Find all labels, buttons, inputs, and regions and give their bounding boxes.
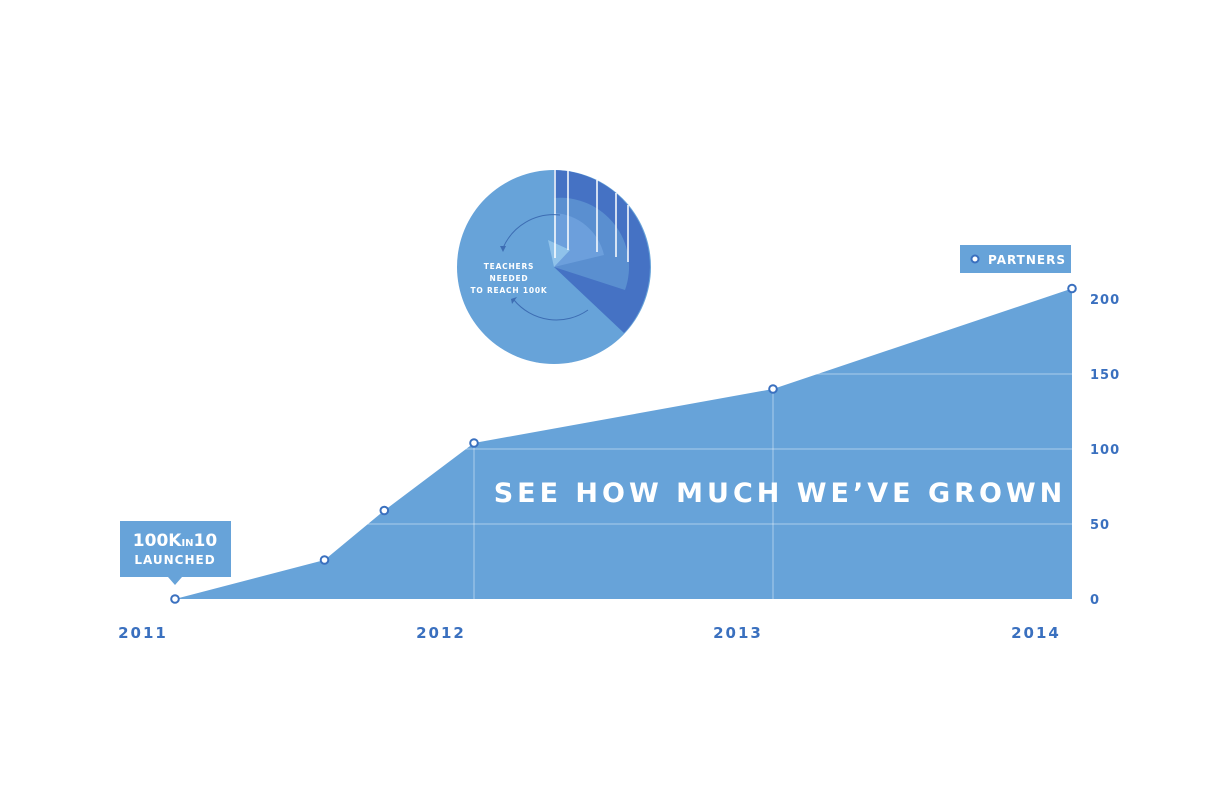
y-tick-150: 150 bbox=[1090, 368, 1120, 383]
pie-label-line-2: NEEDED bbox=[490, 274, 529, 283]
pie-label-line-1: TEACHERS bbox=[484, 262, 535, 271]
legend-marker bbox=[970, 254, 980, 264]
data-point-3 bbox=[469, 438, 479, 448]
partners-area bbox=[175, 288, 1072, 599]
gridlines bbox=[175, 373, 1085, 599]
legend-label: PARTNERS bbox=[988, 253, 1066, 267]
launch-callout-subtitle: LAUNCHED bbox=[134, 553, 215, 567]
pie-arrowhead-upper bbox=[500, 246, 506, 252]
x-tick-2013: 2013 bbox=[713, 624, 763, 642]
pie-rays bbox=[554, 170, 629, 262]
pie-label-line-3: TO REACH 100K bbox=[470, 286, 547, 295]
chart-title: SEE HOW MUCH WE’VE GROWN bbox=[494, 478, 1067, 509]
launch-title-small: IN bbox=[181, 538, 193, 549]
y-tick-100: 100 bbox=[1090, 443, 1120, 458]
launch-title-end: 10 bbox=[194, 531, 218, 551]
data-point-1 bbox=[319, 555, 330, 565]
launch-callout-pointer bbox=[168, 577, 182, 585]
data-points bbox=[170, 283, 1077, 604]
x-axis-ticks: 2011 2012 2013 2014 bbox=[118, 624, 1061, 642]
x-tick-2014: 2014 bbox=[1011, 624, 1061, 642]
launch-callout: 100KIN10 LAUNCHED bbox=[120, 521, 231, 585]
plot-area bbox=[170, 283, 1085, 604]
legend: PARTNERS bbox=[960, 245, 1071, 273]
pie-wedge-pale bbox=[548, 240, 570, 267]
launch-callout-title: 100KIN10 bbox=[133, 531, 218, 551]
x-tick-2011: 2011 bbox=[118, 624, 168, 642]
y-tick-200: 200 bbox=[1090, 293, 1120, 308]
launch-title-big: 100K bbox=[133, 531, 182, 551]
x-tick-2012: 2012 bbox=[416, 624, 466, 642]
launch-callout-box bbox=[120, 521, 231, 577]
data-point-4 bbox=[768, 384, 778, 394]
y-tick-50: 50 bbox=[1090, 518, 1110, 533]
data-point-2 bbox=[379, 505, 390, 516]
y-axis-ticks: 0 50 100 150 200 bbox=[1090, 293, 1120, 608]
data-point-0 bbox=[170, 594, 180, 604]
data-point-5 bbox=[1067, 283, 1077, 294]
pie-arrowhead-lower bbox=[511, 297, 517, 304]
pie-arrow-upper bbox=[502, 214, 561, 249]
pie-arrow-lower bbox=[513, 299, 589, 321]
teachers-pie: TEACHERS NEEDED TO REACH 100K bbox=[457, 170, 651, 364]
y-tick-0: 0 bbox=[1090, 593, 1100, 608]
